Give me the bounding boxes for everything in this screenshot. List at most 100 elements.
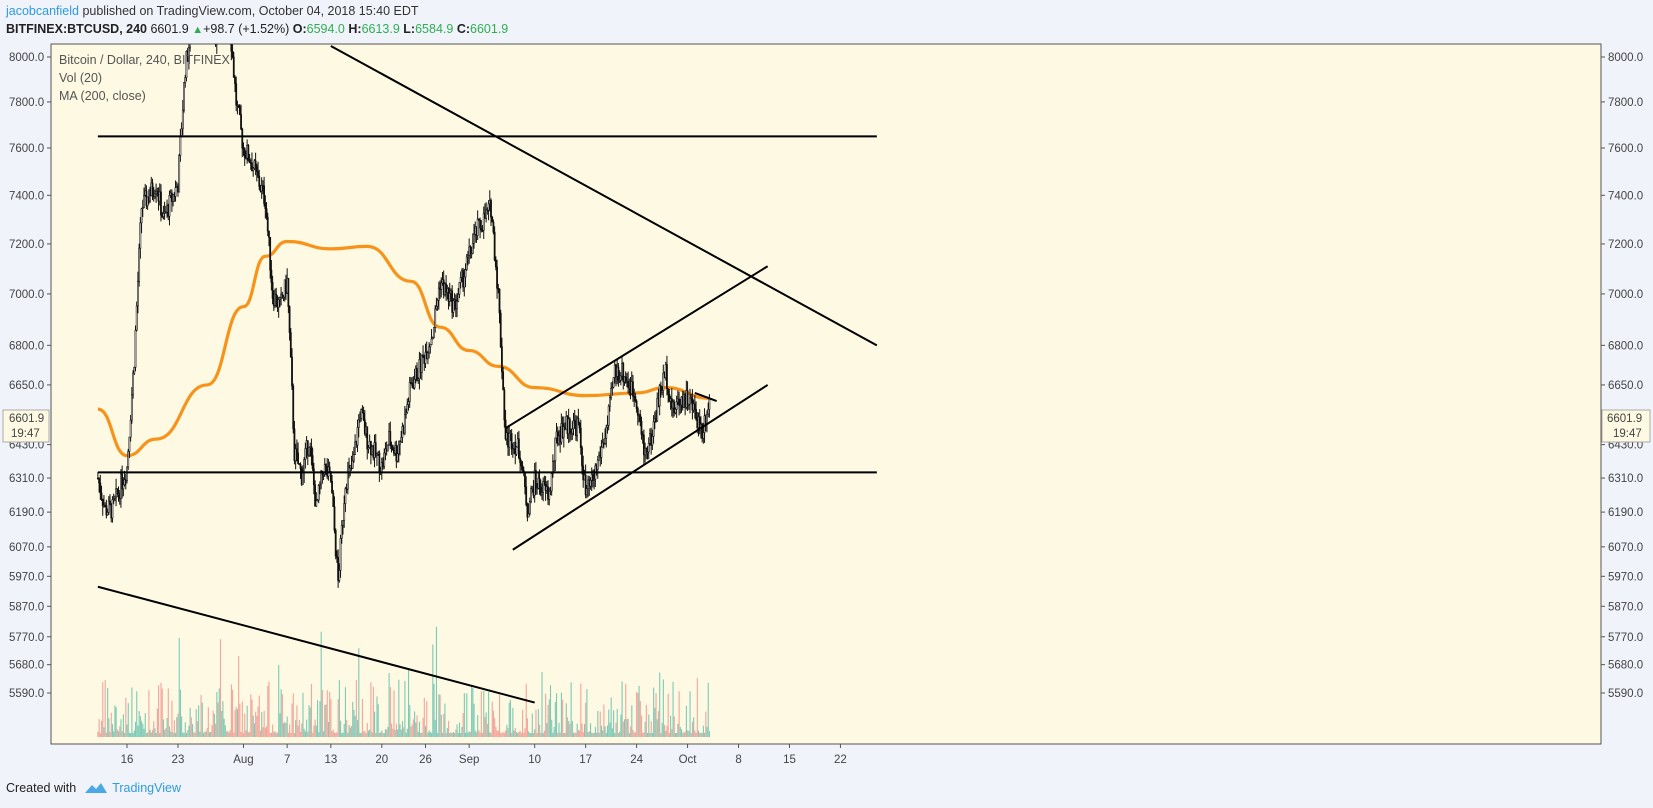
candle-body: [634, 396, 637, 402]
trendlines[interactable]: [97, 45, 878, 704]
volume-bar: [122, 714, 124, 737]
candle-body: [493, 231, 496, 261]
volume-bar: [179, 689, 181, 737]
y-tick-label-left: 6430.0: [9, 440, 44, 452]
volume-bar: [429, 731, 431, 737]
volume-bar: [486, 723, 488, 737]
candle-body: [291, 356, 293, 387]
volume-bar: [553, 726, 555, 737]
candle-body: [383, 452, 386, 467]
volume-bar: [389, 686, 391, 737]
left-price-badge: 6601.9 19:47: [2, 409, 50, 443]
volume-bar: [642, 732, 644, 737]
candle-body: [299, 464, 302, 469]
volume-bar: [175, 732, 177, 737]
volume-bar: [539, 724, 541, 737]
volume-bar: [209, 732, 211, 737]
candle-body: [314, 484, 316, 507]
candle-body: [511, 448, 514, 450]
volume-bar: [323, 731, 325, 737]
volume-bar: [103, 727, 105, 737]
volume-bar: [104, 680, 106, 737]
volume-bar: [219, 639, 222, 737]
volume-bar: [181, 716, 183, 737]
legend-volume: Vol (20): [59, 71, 102, 85]
candle-body: [477, 218, 480, 221]
candle-body: [178, 155, 181, 193]
volume-bar: [515, 732, 518, 737]
candle-body: [391, 445, 394, 451]
candle-body: [573, 420, 576, 424]
volume-bar: [508, 702, 510, 737]
volume-bar: [394, 729, 396, 737]
candle-body: [98, 477, 100, 484]
candle-body: [497, 287, 500, 290]
volume-bar: [688, 730, 690, 737]
candle-body: [612, 377, 615, 388]
candle-body: [609, 397, 611, 407]
candle-body: [360, 409, 363, 419]
volume-bar: [371, 732, 373, 737]
tradingview-link[interactable]: TradingView: [112, 781, 181, 795]
candle-body: [647, 443, 650, 453]
candle-body: [463, 276, 466, 288]
candle-body: [240, 114, 242, 130]
open-value: 6594.0: [306, 22, 345, 36]
volume-bar: [111, 724, 114, 737]
candle-body: [310, 446, 313, 456]
candle-body: [351, 460, 354, 469]
volume-bar: [552, 732, 554, 737]
volume-bar: [563, 732, 565, 737]
volume-bars: [97, 626, 710, 737]
candle-body: [619, 375, 622, 381]
candle-body: [374, 442, 377, 456]
volume-bar: [427, 732, 429, 737]
candle-body: [702, 432, 705, 439]
close-value: 6601.9: [470, 22, 509, 36]
candle-body: [333, 506, 336, 531]
volume-bar: [266, 726, 268, 737]
volume-bar: [222, 701, 224, 737]
candle-body: [143, 194, 145, 208]
volume-bar: [372, 686, 374, 737]
volume-bar: [257, 706, 259, 737]
volume-bar: [648, 714, 650, 737]
candle-body: [101, 498, 104, 506]
candle-body: [572, 420, 575, 430]
author-link[interactable]: jacobcanfield: [6, 4, 79, 18]
candle-body: [204, 14, 205, 18]
candle-body: [344, 488, 347, 504]
candle-body: [126, 466, 128, 481]
candle-body: [501, 346, 503, 373]
volume-bar: [705, 711, 707, 737]
left-badge-price: 6601.9: [9, 413, 44, 425]
candle-body: [196, 26, 197, 31]
volume-bar: [450, 732, 452, 737]
candle-body: [470, 253, 473, 255]
candle-body: [197, 26, 198, 31]
y-tick-label-right: 5970.0: [1608, 571, 1643, 583]
candle-body: [179, 136, 182, 156]
candle-body: [389, 431, 392, 446]
candle-body: [168, 195, 171, 217]
candle-body: [678, 398, 680, 406]
candle-body: [325, 464, 327, 467]
volume-bar: [597, 710, 599, 737]
publish-info: jacobcanfield published on TradingView.c…: [6, 4, 419, 18]
volume-bar: [190, 717, 192, 737]
volume-bar: [472, 687, 474, 737]
candle-body: [105, 505, 108, 516]
trendline-channel-bottom: [512, 384, 769, 551]
candle-body: [107, 500, 110, 513]
candle-body: [343, 503, 346, 522]
chart-plot-area[interactable]: [50, 43, 1602, 745]
candle-body: [646, 451, 649, 454]
volume-bar: [542, 732, 544, 737]
volume-bar: [307, 731, 309, 737]
volume-bar: [281, 694, 283, 737]
volume-bar: [329, 692, 331, 737]
volume-bar: [376, 696, 378, 737]
volume-bar: [622, 721, 624, 737]
right-price-badge: 6601.9 19:47: [1601, 409, 1651, 443]
